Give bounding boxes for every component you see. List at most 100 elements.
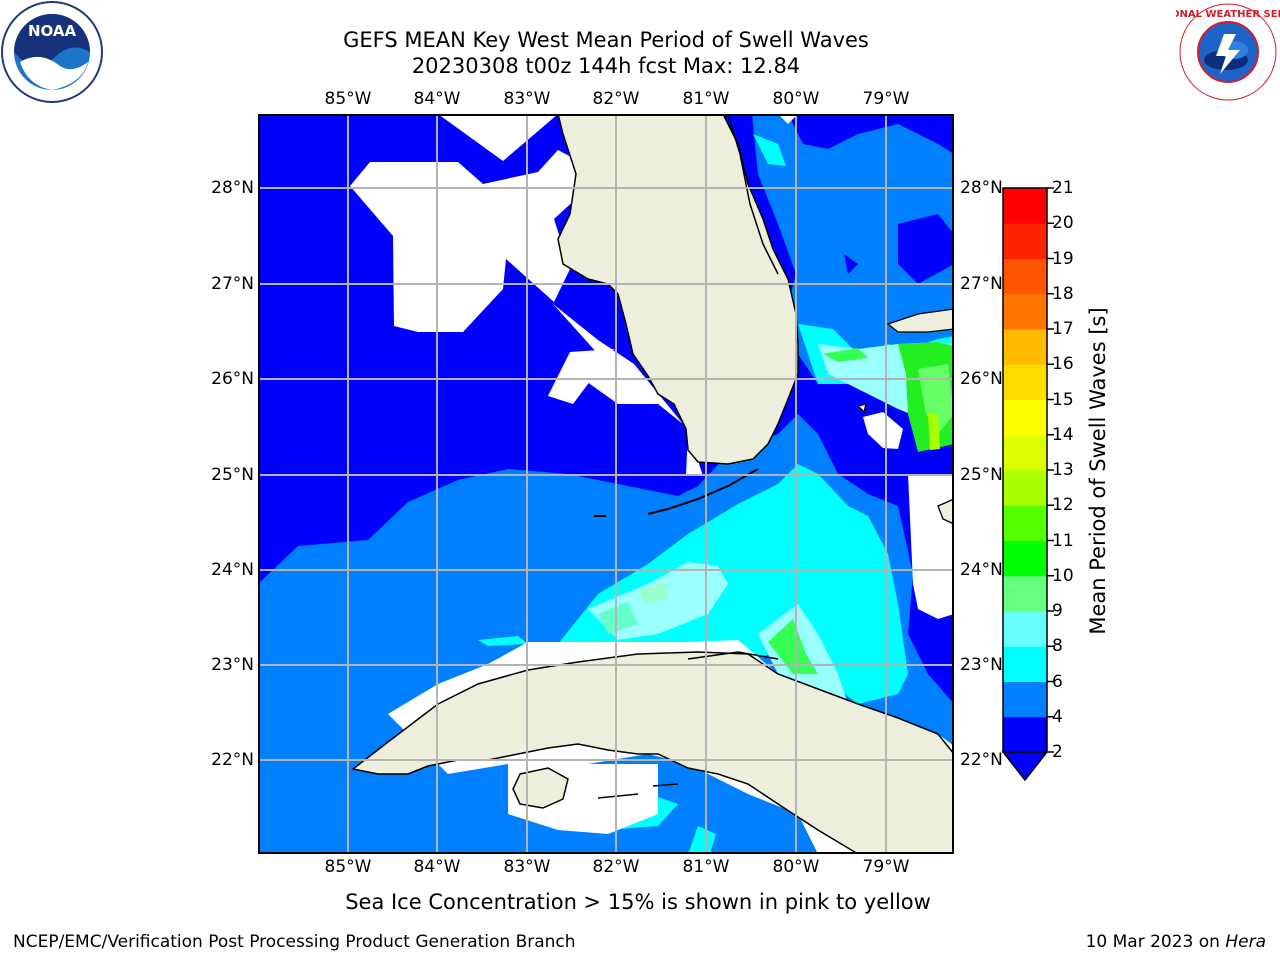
lat-label-left: 28°N — [211, 178, 254, 198]
colorbar-cell — [1003, 258, 1047, 295]
colorbar-cell — [1003, 364, 1047, 400]
colorbar-tick-label: 8 — [1052, 636, 1063, 657]
map-title: GEFS MEAN Key West Mean Period of Swell … — [343, 28, 869, 52]
land-florida — [557, 114, 799, 465]
colorbar-cell — [1003, 611, 1047, 647]
colorbar-tick-label: 20 — [1052, 213, 1074, 234]
lat-label-left: 23°N — [211, 655, 254, 675]
lon-label-top: 83°W — [503, 89, 551, 109]
colorbar-tick-label: 11 — [1052, 530, 1074, 551]
lat-label-left: 24°N — [211, 560, 254, 580]
colorbar-cell — [1003, 681, 1047, 718]
colorbar-cell — [1003, 293, 1047, 330]
lon-label-top: 81°W — [682, 89, 730, 109]
coastline — [652, 783, 679, 787]
noaa-logo-icon: NOAA — [1, 1, 103, 103]
lat-label-left: 22°N — [211, 750, 254, 770]
swell-field-low — [844, 254, 858, 274]
colorbar-cell — [1003, 470, 1047, 506]
colorbar-tick-label: 17 — [1052, 319, 1074, 339]
colorbar-cell — [1003, 575, 1047, 612]
no-data-region — [553, 304, 703, 476]
colorbar-cell — [1003, 434, 1047, 471]
lat-label-right: 26°N — [960, 369, 1003, 389]
nws-logo-icon: NATIONAL WEATHER SERVICE — [1176, 2, 1280, 102]
colorbar-label: Mean Period of Swell Waves [s] — [1086, 307, 1110, 635]
footer-branch: NCEP/EMC/Verification Post Processing Pr… — [13, 932, 576, 952]
colorbar-tick-label: 16 — [1052, 354, 1074, 375]
colorbar-cell — [1003, 505, 1047, 541]
colorbar-tick-label: 19 — [1052, 248, 1074, 269]
land-bahamas — [886, 308, 954, 333]
coastline — [597, 793, 639, 799]
no-data-region — [863, 412, 903, 449]
land-cuba — [351, 651, 954, 854]
colorbar-cell — [1003, 188, 1047, 224]
lat-label-left: 27°N — [211, 274, 254, 294]
lat-label-right: 25°N — [960, 465, 1003, 485]
lon-label-top: 80°W — [772, 89, 820, 109]
footer-host: Hera — [1225, 932, 1266, 952]
map-frame — [258, 114, 954, 854]
lon-label-bottom: 81°W — [682, 857, 730, 877]
lat-label-right: 23°N — [960, 655, 1003, 675]
sea-ice-note: Sea Ice Concentration > 15% is shown in … — [345, 890, 931, 914]
colorbar-tick-label: 18 — [1052, 283, 1074, 304]
colorbar-tick-label: 10 — [1052, 565, 1074, 586]
lat-label-right: 27°N — [960, 274, 1003, 294]
colorbar-tick-label: 12 — [1052, 495, 1074, 516]
lat-label-right: 22°N — [960, 750, 1003, 770]
lat-label-left: 25°N — [211, 465, 254, 485]
swell-field-green — [768, 619, 818, 674]
colorbar-cell — [1003, 646, 1047, 682]
land-bahamas — [937, 498, 954, 525]
lat-label-right: 24°N — [960, 560, 1003, 580]
coastline — [687, 651, 779, 660]
map-subtitle: 20230308 t00z 144h fcst Max: 12.84 — [411, 54, 801, 78]
swell-period-map — [258, 114, 954, 854]
lon-label-bottom: 83°W — [503, 857, 551, 877]
swell-field-green — [918, 364, 954, 434]
no-data-region — [350, 150, 603, 332]
colorbar-tick-label: 15 — [1052, 389, 1074, 410]
swell-field-cyan — [478, 636, 528, 646]
colorbar-cell — [1003, 540, 1047, 577]
colorbar-tick-label: 2 — [1052, 742, 1063, 762]
colorbar — [1001, 187, 1054, 782]
swell-field-green — [823, 348, 868, 362]
lon-label-bottom: 80°W — [772, 857, 820, 877]
lon-label-top: 85°W — [324, 89, 372, 109]
swell-field-pale — [598, 602, 638, 634]
noaa-logo-text: NOAA — [28, 22, 77, 40]
lon-label-bottom: 84°W — [413, 857, 461, 877]
colorbar-cell — [1003, 716, 1047, 753]
colorbar-cells — [1003, 188, 1047, 753]
coastline — [727, 114, 779, 275]
colorbar-tick-label: 6 — [1052, 671, 1063, 692]
colorbar-tick-label: 21 — [1052, 178, 1074, 198]
lat-label-right: 28°N — [960, 178, 1003, 198]
lon-label-bottom: 85°W — [324, 857, 372, 877]
lon-label-top: 84°W — [413, 89, 461, 109]
map-gridlines — [258, 114, 954, 854]
nws-logo-text: NATIONAL WEATHER SERVICE — [1176, 9, 1280, 20]
colorbar-tick-label: 13 — [1052, 460, 1074, 480]
colorbar-under-triangle — [1001, 751, 1049, 782]
colorbar-cell — [1003, 223, 1047, 259]
lat-label-left: 26°N — [211, 369, 254, 389]
land-bahamas — [856, 403, 867, 414]
swell-field-low — [898, 214, 954, 284]
colorbar-cell — [1003, 329, 1047, 365]
no-data-region — [778, 114, 798, 124]
colorbar-tick-label: 9 — [1052, 601, 1063, 621]
footer-date-text: 10 Mar 2023 on — [1085, 932, 1226, 952]
swell-field-cyan — [753, 134, 786, 166]
colorbar-tick-label: 4 — [1052, 706, 1063, 727]
lon-label-bottom: 79°W — [862, 857, 910, 877]
coastline-keys — [647, 468, 759, 515]
colorbar-ticks — [1047, 187, 1054, 753]
lon-label-top: 79°W — [862, 89, 910, 109]
swell-field-cyan — [688, 826, 716, 854]
colorbar-tick-label: 14 — [1052, 424, 1074, 445]
footer-date: 10 Mar 2023 on Hera — [1086, 932, 1266, 952]
